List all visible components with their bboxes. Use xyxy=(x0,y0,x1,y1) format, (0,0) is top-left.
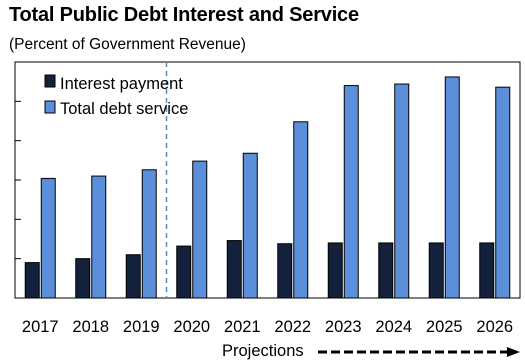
debt-service-bar xyxy=(192,160,208,299)
plot-frame xyxy=(14,61,521,299)
x-tick-label: 2023 xyxy=(325,318,362,336)
legend-swatch-debt-service xyxy=(44,100,56,114)
x-tick-label: 2025 xyxy=(426,318,463,336)
legend: Interest payment Total debt service xyxy=(44,74,188,118)
x-tick-label: 2020 xyxy=(173,318,210,336)
interest-bar xyxy=(428,242,444,299)
debt-service-bar xyxy=(394,83,410,299)
x-tick-label: 2017 xyxy=(22,318,59,336)
interest-bar xyxy=(226,240,242,299)
x-tick-label: 2024 xyxy=(375,318,412,336)
legend-label-debt-service: Total debt service xyxy=(60,100,188,118)
debt-service-bar xyxy=(444,76,460,299)
projections-label: Projections xyxy=(222,342,304,360)
legend-label-interest: Interest payment xyxy=(60,75,183,93)
x-tick-label: 2021 xyxy=(224,318,261,336)
y-axis-ticks xyxy=(15,100,21,260)
x-tick-label: 2019 xyxy=(123,318,160,336)
chart-subtitle: (Percent of Government Revenue) xyxy=(9,36,246,53)
interest-bar xyxy=(125,254,141,299)
projections-arrow-head xyxy=(507,347,520,357)
x-tick-label: 2022 xyxy=(274,318,311,336)
interest-bar xyxy=(378,242,394,299)
chart-title: Total Public Debt Interest and Service xyxy=(9,4,359,26)
debt-service-bar xyxy=(293,121,309,299)
x-tick-label: 2018 xyxy=(72,318,109,336)
legend-swatch-interest xyxy=(44,74,56,88)
interest-bar xyxy=(24,262,40,299)
debt-service-bar xyxy=(343,85,359,299)
debt-service-bar xyxy=(40,177,56,299)
x-axis-labels: 2017 2018 2019 2020 2021 2022 2023 2024 2025 2026 xyxy=(22,318,513,336)
debt-service-bar xyxy=(495,86,511,299)
bar-series xyxy=(24,76,511,299)
interest-bar xyxy=(277,243,293,299)
interest-bar xyxy=(176,245,192,299)
debt-service-bar xyxy=(242,152,258,299)
x-tick-label: 2026 xyxy=(476,318,513,336)
interest-bar xyxy=(327,242,343,299)
debt-service-bar xyxy=(141,169,157,299)
projections-arrow xyxy=(318,347,520,357)
debt-service-bar xyxy=(91,175,107,299)
interest-bar xyxy=(479,242,495,299)
interest-bar xyxy=(75,258,91,299)
